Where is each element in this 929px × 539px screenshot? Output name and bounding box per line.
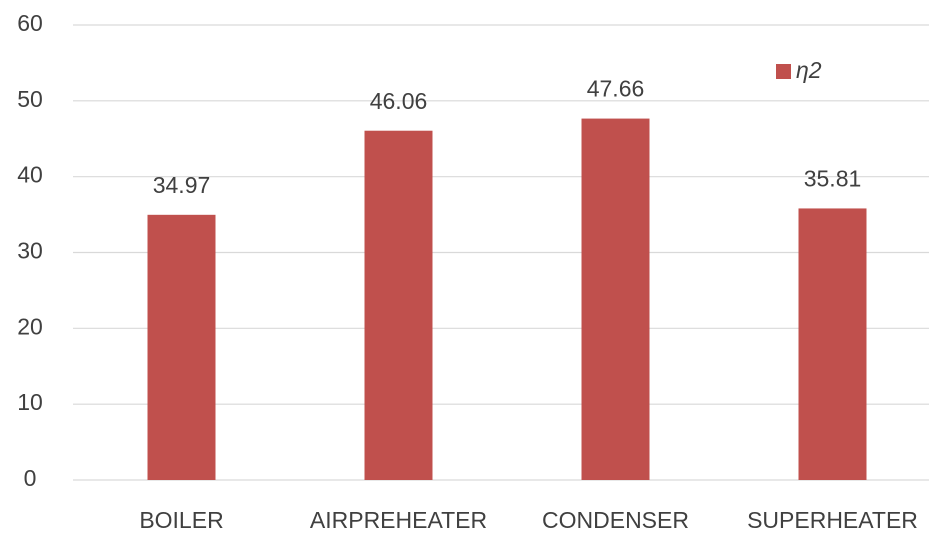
x-tick-label: CONDENSER: [542, 507, 689, 533]
bar: [364, 130, 433, 480]
bar: [147, 214, 216, 480]
data-label: 34.97: [153, 172, 211, 198]
y-tick-label: 20: [17, 313, 43, 339]
legend-label: η2: [796, 57, 822, 83]
legend-swatch: [776, 64, 791, 79]
bar: [581, 118, 650, 480]
data-label: 35.81: [804, 166, 862, 192]
y-tick-label: 40: [17, 162, 43, 188]
bar: [798, 208, 867, 480]
y-tick-label: 30: [17, 238, 43, 264]
y-tick-label: 0: [24, 465, 37, 491]
y-tick-label: 10: [17, 389, 43, 415]
y-tick-label: 50: [17, 86, 43, 112]
x-tick-label: BOILER: [139, 507, 223, 533]
data-label: 46.06: [370, 88, 428, 114]
y-tick-label: 60: [17, 10, 43, 36]
x-tick-label: SUPERHEATER: [747, 507, 918, 533]
data-label: 47.66: [587, 76, 645, 102]
x-tick-label: AIRPREHEATER: [310, 507, 487, 533]
